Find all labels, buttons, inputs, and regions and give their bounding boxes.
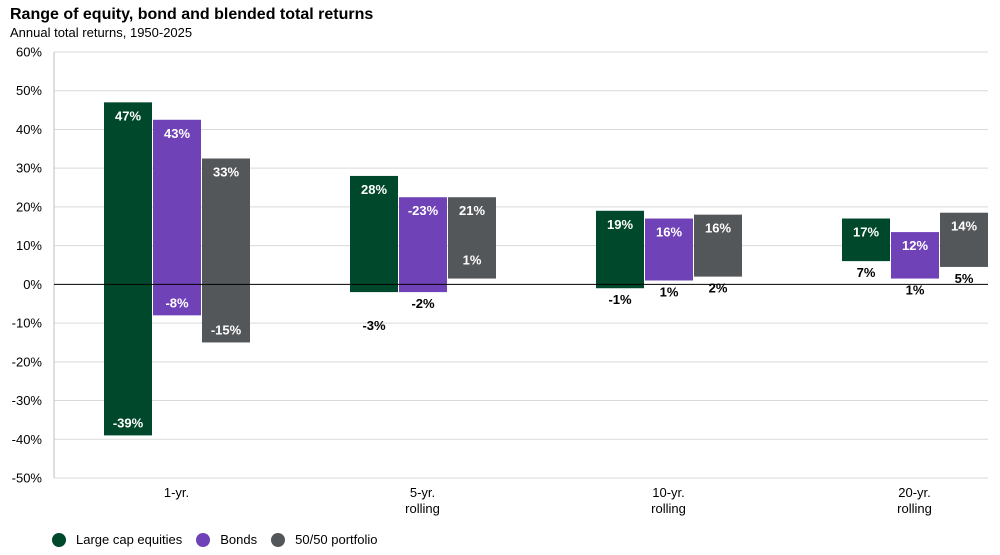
data-labels: 47% -39% 28% -3% 19% -1% 17% 7% 43% -8% -23% -2% 16%…: [113, 108, 978, 430]
data-label-low: -15%: [211, 322, 242, 337]
legend-swatch-bonds: [196, 532, 211, 547]
data-label-low: -3%: [362, 318, 386, 333]
x-category-label: 10-yr.: [652, 485, 685, 500]
range-bar: [448, 197, 496, 279]
data-label-low: 1%: [463, 253, 482, 268]
data-label-high: 47%: [115, 108, 141, 123]
legend-item-bonds: Bonds: [196, 532, 257, 547]
x-axis-category-labels: 1-yr. 5-yr.rolling10-yr.rolling20-yr.roll…: [164, 485, 932, 516]
x-category-label: 20-yr.: [898, 485, 931, 500]
legend-label-bonds: Bonds: [220, 532, 258, 547]
range-bar: [399, 197, 447, 293]
chart-subtitle: Annual total returns, 1950-2025: [10, 25, 193, 40]
y-tick-label: -30%: [12, 393, 43, 408]
y-tick-label: -20%: [12, 354, 43, 369]
data-label-low: 1%: [906, 283, 925, 298]
data-label-low: 1%: [660, 284, 679, 299]
x-category-label: rolling: [897, 501, 932, 516]
range-bar: [694, 214, 742, 277]
x-category-label: rolling: [651, 501, 686, 516]
legend-item-50-50-portfolio: 50/50 portfolio: [271, 532, 378, 547]
range-bar: [940, 212, 988, 267]
data-label-high: 19%: [607, 217, 633, 232]
data-label-low: 7%: [857, 265, 876, 280]
chart-title: Range of equity, bond and blended total …: [10, 6, 374, 23]
legend-label-50-50-portfolio: 50/50 portfolio: [295, 532, 378, 547]
y-tick-label: 40%: [16, 122, 42, 137]
data-label-high: 28%: [361, 182, 387, 197]
y-tick-label: 20%: [16, 199, 42, 214]
data-label-low: -39%: [113, 415, 144, 430]
range-bar: [202, 158, 250, 343]
data-label-low: -2%: [411, 296, 435, 311]
y-tick-label: -40%: [12, 432, 43, 447]
x-category-label: 5-yr.: [410, 485, 435, 500]
y-tick-label: 60%: [16, 45, 42, 60]
data-label-high: 21%: [459, 203, 485, 218]
legend-label-large-cap-equities: Large cap equities: [76, 532, 183, 547]
legend: Large cap equities Bonds 50/50 portfolio: [52, 532, 392, 547]
y-tick-label: 10%: [16, 238, 42, 253]
x-category-label: rolling: [405, 501, 440, 516]
y-tick-label: 30%: [16, 161, 42, 176]
y-tick-label: -10%: [12, 316, 43, 331]
x-category-label: 1-yr.: [164, 485, 189, 500]
range-bar: [153, 119, 201, 316]
y-axis-tick-labels: 60% 50% 40% 30% 20% 10% 0% -10% -20% -30% -40% -50%: [12, 45, 43, 486]
legend-item-large-cap-equities: Large cap equities: [52, 532, 182, 547]
data-label-high: 16%: [705, 221, 731, 236]
range-bar: [104, 102, 152, 436]
range-bar: [842, 218, 890, 262]
y-tick-label: 50%: [16, 83, 42, 98]
data-label-low: -1%: [608, 292, 632, 307]
data-label-low: 5%: [955, 271, 974, 286]
data-label-high: 43%: [164, 126, 190, 141]
data-label-high: 16%: [656, 225, 682, 240]
legend-swatch-large-cap-equities: [52, 532, 66, 547]
range-bar: [645, 218, 693, 281]
data-label-high: 17%: [853, 225, 879, 240]
data-label-high: 14%: [951, 219, 977, 234]
data-label-low: -8%: [165, 295, 189, 310]
data-label-low: 2%: [709, 281, 728, 296]
range-bar: [596, 210, 644, 289]
range-bar: [891, 232, 939, 279]
data-label-high: 12%: [902, 238, 928, 253]
bars: [104, 102, 988, 436]
legend-swatch-50-50-portfolio: [271, 532, 286, 547]
data-label-high: 33%: [213, 165, 239, 180]
data-label-high: -23%: [408, 203, 439, 218]
range-bar: [350, 175, 398, 293]
y-tick-label: -50%: [12, 471, 43, 486]
y-tick-label: 0%: [23, 277, 42, 292]
